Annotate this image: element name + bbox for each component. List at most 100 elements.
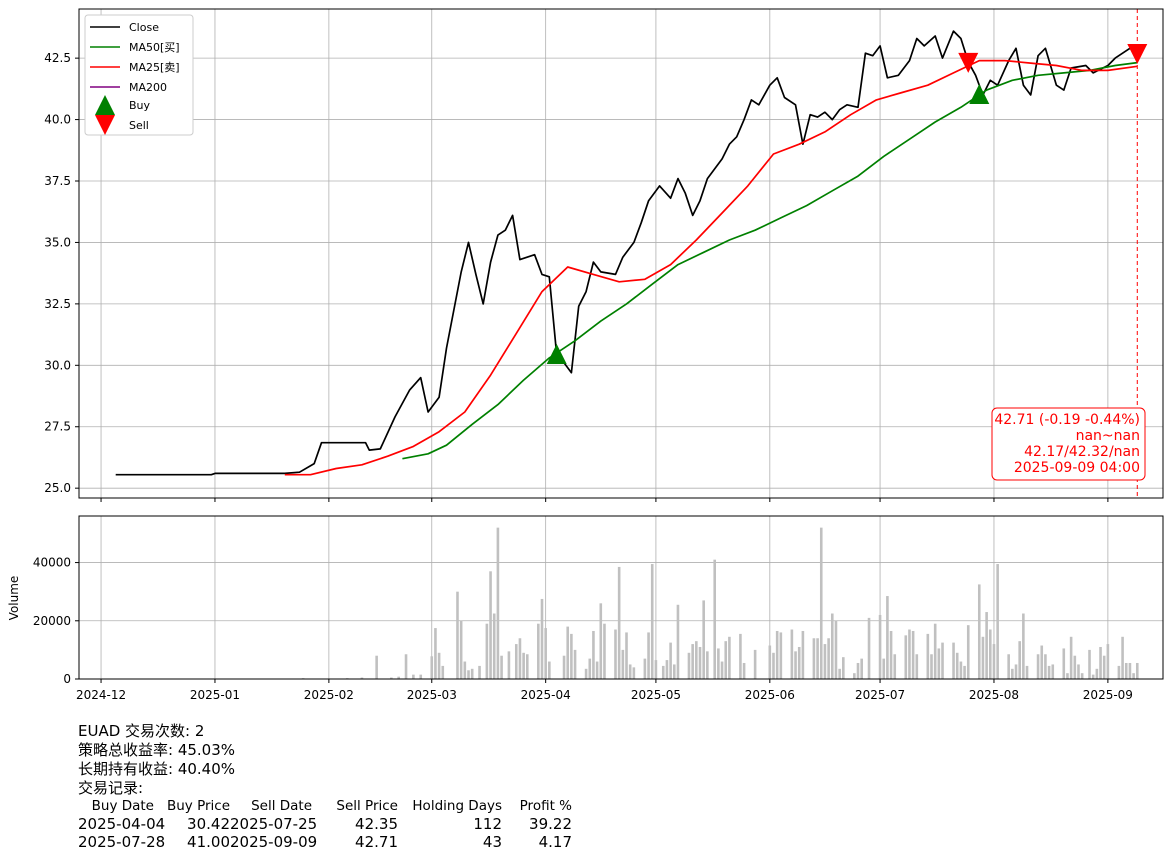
volume-bar [981,636,985,679]
volume-bar [988,629,992,679]
volume-bar [1132,673,1135,679]
column-header: Sell Price [336,798,398,814]
table-cell: 2025-04-04 [78,815,166,833]
volume-bar [518,638,522,679]
price-panel-border [78,8,1164,499]
volume-bar [724,641,728,679]
volume-bar [566,626,570,679]
volume-bar [819,527,823,679]
volume-bar [790,629,794,679]
volume-bar [1044,654,1047,679]
volume-bar [753,649,757,679]
volume-bar [882,658,886,679]
volume-panel-frame [79,516,1163,679]
x-tick-label: 2024-12 [76,688,126,700]
volume-bar [647,632,650,679]
volume-bar [1077,664,1080,679]
volume-bar [492,613,496,679]
volume-bar [996,564,999,679]
volume-bar [992,644,996,679]
volume-bar [632,667,636,679]
volume-bar [621,649,625,679]
volume-bar [404,654,408,679]
strategy-return: 策略总收益率: 45.03% [78,741,236,759]
volume-bar [419,674,423,679]
volume-bars [301,527,1139,679]
volume-bar [672,664,676,679]
volume-bar [1018,641,1021,679]
volume-bar [904,635,908,679]
annotation-line-2: nan~nan [1076,428,1140,444]
x-tick-label: 2025-08 [969,688,1019,700]
volume-bar [1099,646,1102,679]
volume-bar [496,527,500,679]
volume-bar [459,620,463,679]
legend-label-ma200: MA200 [129,81,167,94]
volume-bar [853,673,856,679]
volume-bar [952,642,955,679]
volume-bar [794,651,797,679]
volume-bar [1025,665,1029,679]
x-tick-label: 2025-02 [304,688,354,700]
volume-bar [742,662,746,679]
volume-bar [628,664,632,679]
volume-bar [985,612,988,679]
legend-label-ma25: MA25[卖] [129,61,180,74]
volume-bar [1066,673,1069,679]
volume-bar [390,677,393,679]
volume-bar [842,657,845,679]
volume-bar [434,628,437,679]
column-header: Buy Date [91,798,154,814]
legend-label-ma50: MA50[买] [129,41,180,54]
volume-bar [485,623,489,679]
buy-marker [546,343,567,364]
volume-bar [548,661,551,679]
volume-bar [911,630,915,679]
volume-bar [525,654,529,679]
volume-bar [812,638,816,679]
volume-bar [720,661,724,679]
chart-area: 25.0 27.5 30.0 32.5 35.0 37.5 40.0 42.5 Close M… [7,8,1164,700]
legend-sell-icon [95,115,115,135]
volume-bar [592,630,595,679]
volume-bar [599,603,603,679]
volume-panel-border [78,515,1164,680]
column-header: Holding Days [412,798,502,814]
sell-marker [958,52,979,73]
volume-tick-label: 40000 [33,556,71,570]
x-axis-ticks: 2024-12 2025-01 2025-02 2025-03 2025-04 2025-… [76,498,1133,700]
volume-bar [702,600,705,679]
volume-bar [1117,665,1121,679]
volume-bar [959,661,963,679]
volume-bar [1135,662,1139,679]
volume-bar [489,571,492,679]
records-label: 交易记录: [78,779,144,797]
annotation-line-1: 42.71 (-0.19 -0.44%) [994,412,1140,428]
volume-bar [522,652,525,679]
x-tick-label: 2025-01 [190,688,240,700]
volume-bar [823,644,827,679]
volume-bar [706,651,709,679]
price-tick-label: 37.5 [44,174,71,188]
volume-bar [540,598,544,679]
volume-bar [456,591,459,679]
volume-bar [1106,644,1110,679]
volume-bar [779,632,783,679]
volume-bar [930,654,933,679]
annotation-box [991,407,1146,481]
volume-bar [562,655,566,679]
volume-tick-label: 20000 [33,614,71,628]
volume-y-ticks: 0 20000 40000 [33,556,79,686]
volume-bar [676,604,680,679]
volume-tick-label: 0 [63,672,71,686]
price-panel: 25.0 27.5 30.0 32.5 35.0 37.5 40.0 42.5 Close M… [44,8,1164,499]
volume-bar [467,670,470,679]
x-tick-label: 2025-07 [855,688,905,700]
volume-bar [1011,668,1014,679]
series-line [284,59,1138,476]
table-cell: 43 [482,833,502,851]
volume-bar [441,665,445,679]
x-tick-label: 2025-09 [1083,688,1133,700]
volume-bar [878,614,882,679]
volume-bar [908,629,911,679]
